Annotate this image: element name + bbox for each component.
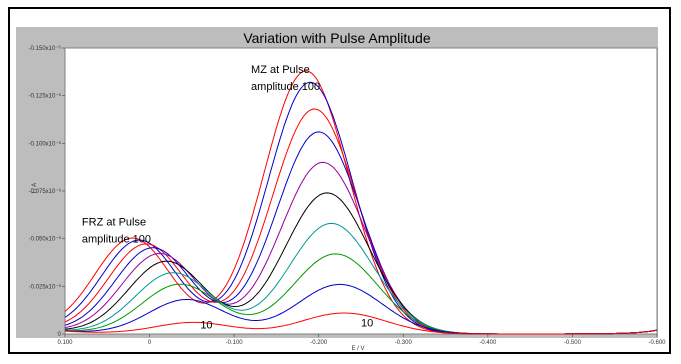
y-axis-label: I / A [32, 183, 38, 193]
x-tick-label: -0.300 [395, 340, 413, 346]
x-tick-label: -0.500 [564, 340, 582, 346]
series-line-10 [64, 312, 658, 335]
annotation-label: amplitude 100 [82, 233, 151, 245]
y-tick-label: -0.150x10⁻⁶ [29, 45, 62, 52]
chart-title: Variation with Pulse Amplitude [243, 30, 431, 46]
annotation-label: amplitude 100 [251, 81, 320, 93]
annotation-label: FRZ at Pulse [82, 216, 146, 228]
x-tick-label: -0.200 [310, 340, 328, 346]
annotation-label: 10 [361, 317, 373, 329]
y-tick-label: -0.050x10⁻⁶ [29, 236, 62, 243]
annotation-label: MZ at Pulse [251, 64, 310, 76]
x-axis-label: E / V [351, 346, 364, 352]
x-tick-label: -0.400 [479, 340, 497, 346]
x-tick-label: -0.100 [226, 340, 244, 346]
x-tick-label: -0.600 [648, 340, 666, 346]
y-tick-label: -0.075x10⁻⁶ [29, 188, 62, 195]
y-tick-label: -0.100x10⁻⁶ [29, 140, 62, 147]
x-tick-label: 0 [148, 340, 152, 346]
plot-area [64, 47, 658, 335]
y-tick-label: -0.125x10⁻⁶ [29, 93, 62, 100]
x-tick-label: 0.100 [57, 340, 73, 346]
annotation-label: 10 [200, 319, 212, 331]
y-tick-label: -0.025x10⁻⁶ [29, 283, 62, 290]
y-tick-label: 0 [58, 332, 62, 338]
